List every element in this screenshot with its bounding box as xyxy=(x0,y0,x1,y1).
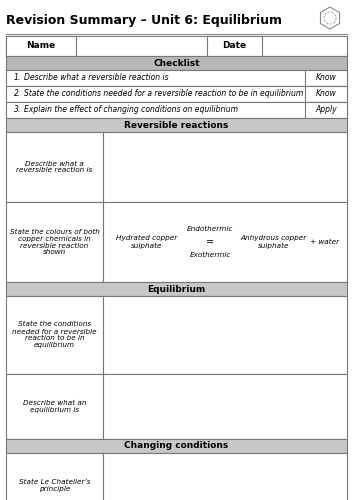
Text: Equilibrium: Equilibrium xyxy=(147,284,206,294)
Text: + water: + water xyxy=(311,239,340,245)
Text: State the colours of both
copper chemicals in
reversible reaction
shown: State the colours of both copper chemica… xyxy=(10,228,100,256)
Bar xyxy=(6,282,347,296)
Bar xyxy=(6,374,103,439)
Bar xyxy=(103,296,347,374)
Bar xyxy=(6,118,347,132)
Text: 1.: 1. xyxy=(14,74,21,82)
Bar xyxy=(6,296,103,374)
Bar xyxy=(6,132,103,202)
Bar xyxy=(103,374,347,439)
Bar xyxy=(103,202,347,282)
Text: 2.: 2. xyxy=(14,90,21,98)
Text: Date: Date xyxy=(222,42,246,50)
Bar xyxy=(6,56,347,70)
Text: Changing conditions: Changing conditions xyxy=(124,442,229,450)
Text: Checklist: Checklist xyxy=(153,58,200,68)
Text: 3.: 3. xyxy=(14,106,21,114)
Text: Describe what an
equilibrium is: Describe what an equilibrium is xyxy=(23,400,86,413)
Bar xyxy=(207,36,262,56)
Text: Endothermic: Endothermic xyxy=(187,226,234,232)
Bar xyxy=(305,102,347,118)
Text: State the conditions needed for a reversible reaction to be in equilibrium: State the conditions needed for a revers… xyxy=(24,90,303,98)
Text: Describe what a reversible reaction is: Describe what a reversible reaction is xyxy=(24,74,169,82)
Text: =: = xyxy=(206,237,214,247)
Text: State the conditions
needed for a reversible
reaction to be in
equilibrium: State the conditions needed for a revers… xyxy=(12,322,97,348)
Bar xyxy=(6,70,347,86)
Text: Exothermic: Exothermic xyxy=(190,252,231,258)
Bar xyxy=(103,453,347,500)
Bar xyxy=(6,86,347,102)
Text: State Le Chatelier’s
principle: State Le Chatelier’s principle xyxy=(19,479,90,492)
Bar xyxy=(6,202,103,282)
Text: Reversible reactions: Reversible reactions xyxy=(124,120,229,130)
Bar xyxy=(305,70,347,86)
Text: Describe what a
reversible reaction is: Describe what a reversible reaction is xyxy=(16,160,92,173)
Bar xyxy=(6,453,103,500)
Text: Know: Know xyxy=(316,74,336,82)
Bar xyxy=(6,439,347,453)
Text: Know: Know xyxy=(316,90,336,98)
Bar xyxy=(103,132,347,202)
Bar xyxy=(6,102,347,118)
Text: Anhydrous copper
sulphate: Anhydrous copper sulphate xyxy=(241,236,307,248)
Bar xyxy=(6,36,347,56)
Text: Hydrated copper
sulphate: Hydrated copper sulphate xyxy=(116,236,178,248)
Bar xyxy=(6,36,76,56)
Text: Apply: Apply xyxy=(315,106,337,114)
Text: Explain the effect of changing conditions on equilibrium: Explain the effect of changing condition… xyxy=(24,106,238,114)
Bar xyxy=(305,86,347,102)
Text: Revision Summary – Unit 6: Equilibrium: Revision Summary – Unit 6: Equilibrium xyxy=(6,14,282,27)
Text: Name: Name xyxy=(26,42,56,50)
